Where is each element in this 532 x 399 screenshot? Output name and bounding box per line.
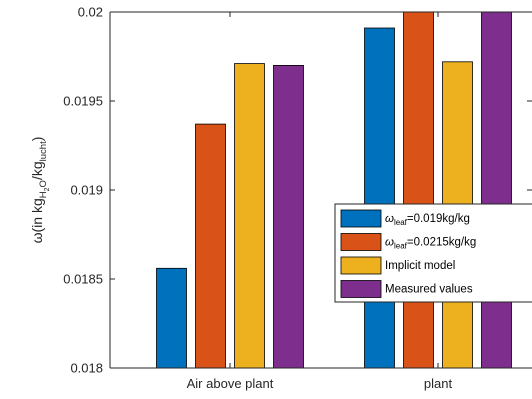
legend-swatch [340,209,382,228]
bar-1-1 [403,11,434,369]
legend-entry: ωleaf=0.0215kg/kg [385,237,476,251]
y-tick-label: 0.0185 [63,272,103,287]
legend-entry: ωleaf=0.019kg/kg [385,213,470,227]
y-tick-label: 0.018 [70,361,103,376]
y-tick-label: 0.02 [78,5,103,20]
y-tick-label: 0.0195 [63,94,103,109]
legend-swatch [340,256,382,275]
y-axis-label: ω(in kgH2O/kglucht) [29,137,51,244]
bars-group [156,11,512,369]
x-tick-label: plant [424,376,453,391]
legend: ωleaf=0.019kg/kg ωleaf=0.0215kg/kg Implici… [334,203,532,303]
axes-group [109,11,532,369]
y-axis-label-text: ω(in kgH2O/kglucht) [29,137,51,244]
y-tick-label: 0.019 [70,183,103,198]
bar-3-0 [273,65,304,369]
x-tick-labels: Air above plant plant [187,376,453,391]
legend-swatch [340,233,382,251]
bar-1-0 [195,123,226,369]
x-tick-label: Air above plant [187,376,274,391]
legend-entry: Measured values [385,284,473,296]
y-tick-labels: 0.018 0.0185 0.019 0.0195 0.02 [63,5,103,376]
legend-swatch [340,280,382,298]
legend-entry: Implicit model [385,260,455,272]
bar-3-1 [481,11,512,369]
bar-0-0 [156,267,187,369]
bar-2-0 [234,63,265,369]
bar-0-1 [364,27,395,369]
